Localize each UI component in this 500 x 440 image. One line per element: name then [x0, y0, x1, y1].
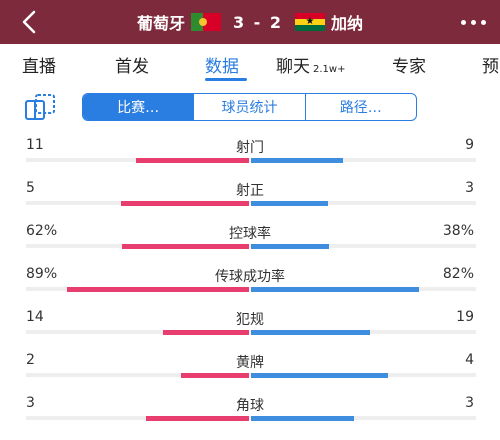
stat-home-bar	[163, 330, 249, 335]
chat-count-badge: 2.1w+	[313, 64, 346, 75]
tab-data[interactable]: 数据	[205, 57, 239, 77]
match-score: 3 - 2	[232, 12, 284, 32]
stat-home-value: 14	[26, 309, 44, 325]
stat-away-value: 4	[465, 352, 474, 368]
portugal-flag-icon	[190, 13, 221, 31]
back-arrow-icon[interactable]	[14, 6, 44, 38]
stat-home-value: 2	[26, 352, 35, 368]
stat-home-bar	[121, 201, 249, 206]
stat-home-value: 3	[26, 395, 35, 411]
segment-match-stats[interactable]: 比赛…	[83, 94, 194, 120]
tab-bar: 直播 首发 数据 聊天 2.1w+ 专家 预	[0, 44, 500, 82]
active-tab-indicator	[205, 78, 247, 81]
stat-row: 2 黄牌 4	[0, 345, 500, 388]
stat-home-bar	[181, 373, 249, 378]
tab-experts[interactable]: 专家	[392, 57, 426, 77]
stat-label: 黄牌	[236, 355, 264, 371]
stat-away-bar	[251, 287, 419, 292]
stat-away-bar	[251, 158, 343, 163]
stat-row: 14 犯规 19	[0, 302, 500, 345]
stat-home-value: 11	[26, 137, 44, 153]
match-title: 葡萄牙 3 - 2 加纳	[0, 0, 500, 44]
stat-away-bar	[251, 201, 328, 206]
home-team-name: 葡萄牙	[136, 14, 185, 33]
stat-away-value: 3	[465, 180, 474, 196]
stat-home-bar	[122, 244, 249, 249]
tab-lineup[interactable]: 首发	[115, 57, 149, 77]
more-options-icon[interactable]	[461, 10, 486, 34]
tab-prediction[interactable]: 预	[482, 57, 499, 77]
segment-paths[interactable]: 路径…	[304, 94, 416, 120]
stat-away-value: 9	[465, 137, 474, 153]
stat-away-bar	[251, 330, 370, 335]
stat-away-value: 19	[456, 309, 474, 325]
stat-away-value: 82%	[442, 266, 474, 282]
stat-home-value: 89%	[26, 266, 58, 282]
stat-label: 控球率	[229, 226, 271, 242]
match-header: 葡萄牙 3 - 2 加纳	[0, 0, 500, 44]
field-layout-icon[interactable]	[24, 93, 58, 121]
segment-player-stats[interactable]: 球员统计	[193, 94, 304, 120]
tab-chat[interactable]: 聊天 2.1w+	[276, 57, 346, 77]
stat-label: 角球	[236, 398, 264, 414]
stat-away-bar	[251, 244, 329, 249]
stat-label: 射正	[236, 183, 264, 199]
ghana-flag-icon	[295, 13, 326, 31]
stat-away-value: 3	[465, 395, 474, 411]
stat-away-bar	[251, 373, 388, 378]
stat-row: 11 射门 9	[0, 130, 500, 173]
stat-row: 62% 控球率 38%	[0, 216, 500, 259]
stat-home-value: 62%	[26, 223, 58, 239]
stat-away-value: 38%	[442, 223, 474, 239]
stat-label: 犯规	[236, 312, 264, 328]
stats-segmented-control: 比赛… 球员统计 路径…	[82, 93, 417, 121]
stat-label: 传球成功率	[215, 269, 285, 285]
stat-label: 射门	[236, 140, 264, 156]
stat-home-value: 5	[26, 180, 35, 196]
stat-home-bar	[67, 287, 249, 292]
stat-away-bar	[251, 416, 354, 421]
stat-home-bar	[146, 416, 249, 421]
stat-row: 5 射正 3	[0, 173, 500, 216]
stat-row: 3 角球 3	[0, 388, 500, 431]
tab-live[interactable]: 直播	[22, 57, 56, 77]
stat-row: 89% 传球成功率 82%	[0, 259, 500, 302]
away-team-name: 加纳	[331, 14, 364, 33]
stat-home-bar	[136, 158, 249, 163]
